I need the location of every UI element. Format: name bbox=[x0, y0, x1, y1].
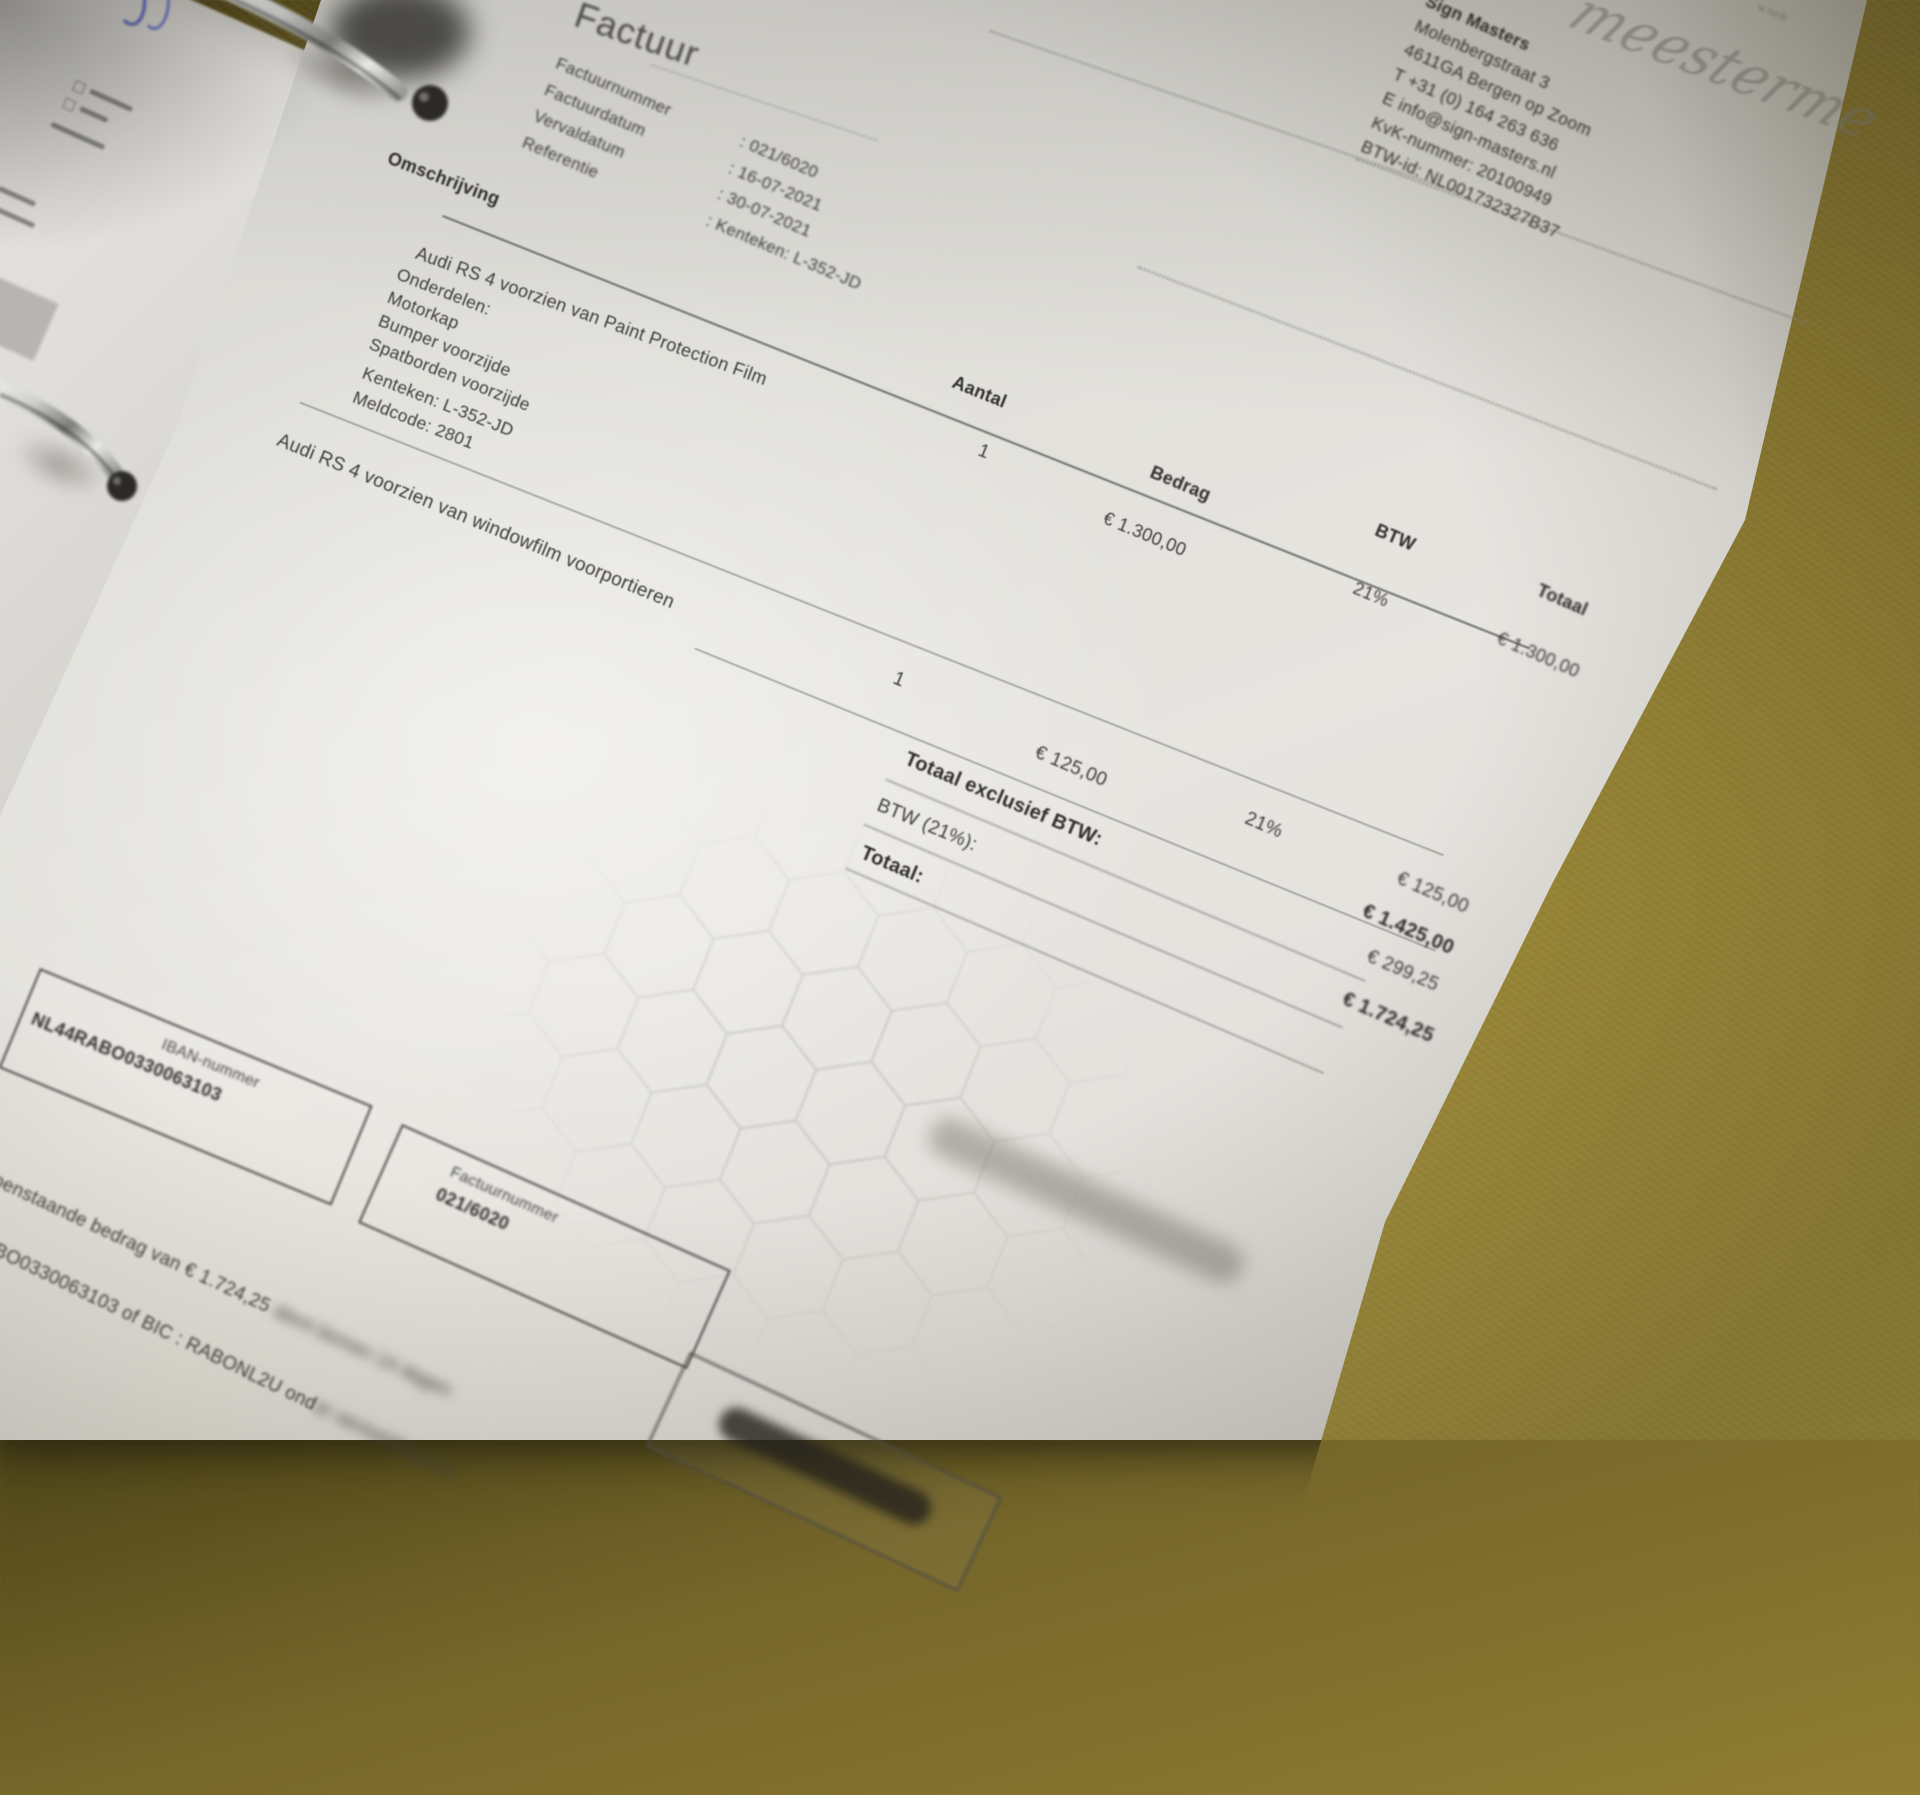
ring-tip-highlight bbox=[419, 92, 429, 102]
ring-edge-line bbox=[0, 392, 118, 480]
ring-edge-line bbox=[230, 0, 402, 101]
binder-ring-bottom bbox=[0, 380, 123, 481]
ring-tip bbox=[107, 471, 137, 501]
binder-rings bbox=[0, 0, 448, 501]
ring-tip bbox=[412, 85, 448, 121]
background-sheet bbox=[0, 0, 413, 994]
blue-pen-scribble bbox=[122, 0, 171, 30]
binder-ring-top bbox=[225, 0, 408, 102]
ring-tip-highlight bbox=[113, 477, 121, 485]
